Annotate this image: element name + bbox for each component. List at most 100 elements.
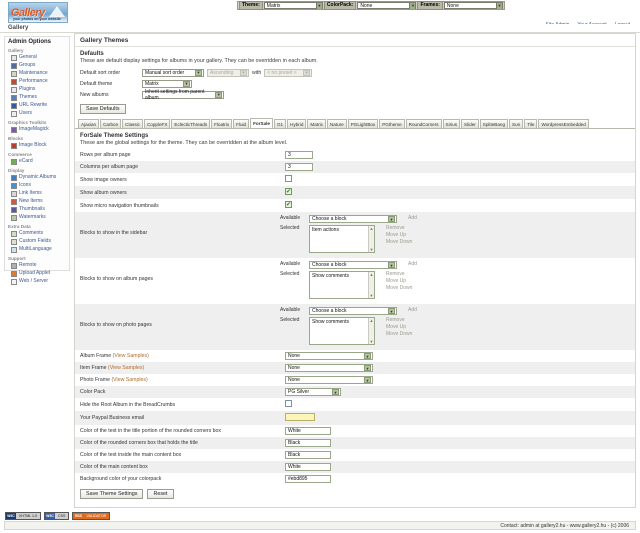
- validator-badge[interactable]: RSS VALIDATOR: [72, 512, 111, 520]
- scroll-down-icon[interactable]: ▼: [369, 339, 374, 344]
- sidebar-item-performance[interactable]: Performance: [11, 78, 66, 85]
- color-input[interactable]: Black: [285, 451, 331, 459]
- sidebar-item-groups[interactable]: Groups: [11, 62, 66, 69]
- reset-button[interactable]: Reset: [147, 489, 174, 499]
- sidebar-item-thumbnails[interactable]: Thumbnails: [11, 206, 66, 213]
- selected-blocks-listbox[interactable]: Show comments ▲ ▼: [309, 271, 375, 299]
- remove-button[interactable]: Remove: [386, 225, 405, 231]
- sidebar-item-comments[interactable]: Comments: [11, 230, 66, 237]
- tab-sirius[interactable]: Sirius: [442, 119, 461, 128]
- number-input[interactable]: 3: [285, 163, 313, 171]
- checkbox[interactable]: [285, 175, 292, 182]
- tab-carbon[interactable]: Carbon: [100, 119, 122, 128]
- breadcrumb[interactable]: Gallery: [8, 25, 29, 31]
- tab-splitebang[interactable]: SpliteBang: [479, 119, 509, 128]
- move-down-button[interactable]: Move Down: [386, 331, 413, 337]
- view-samples-link[interactable]: (View Samples): [111, 377, 148, 383]
- selected-blocks-listbox[interactable]: Item actions ▲ ▼: [309, 225, 375, 253]
- sidebar-item-link-items[interactable]: Link Items: [11, 190, 66, 197]
- tab-matrix[interactable]: Matrix: [307, 119, 326, 128]
- add-block-button[interactable]: Add: [408, 261, 417, 267]
- sidebar-item-remote[interactable]: Remote: [11, 262, 66, 269]
- tab-pgtheme[interactable]: PGtheme: [379, 119, 405, 128]
- tab-forsale[interactable]: ForSale: [250, 118, 273, 128]
- tab-sun[interactable]: Sun: [509, 119, 524, 128]
- scroll-up-icon[interactable]: ▲: [369, 272, 374, 277]
- frame-select[interactable]: None ▼: [285, 376, 373, 384]
- move-up-button[interactable]: Move Up: [386, 278, 407, 284]
- sidebar-item-image-block[interactable]: Image Block: [11, 142, 66, 149]
- tab-pglightbox[interactable]: PGLightBox: [347, 119, 379, 128]
- scroll-down-icon[interactable]: ▼: [369, 247, 374, 252]
- sidebar-item-upload-applet[interactable]: Upload Applet: [11, 270, 66, 277]
- tab-wordpressembedded[interactable]: WordpressEmbedded: [538, 119, 589, 128]
- sidebar-item-users[interactable]: Users: [11, 110, 66, 117]
- sidebar-item-icons[interactable]: Icons: [11, 182, 66, 189]
- selected-blocks-item[interactable]: Show comments: [312, 273, 349, 279]
- color-input[interactable]: White: [285, 463, 331, 471]
- save-defaults-button[interactable]: Save Defaults: [80, 104, 126, 114]
- sidebar-item-general[interactable]: General: [11, 54, 66, 61]
- tab-nature[interactable]: Nature: [326, 119, 347, 128]
- selected-blocks-listbox[interactable]: Show comments ▲ ▼: [309, 317, 375, 345]
- sidebar-item-imagemagick[interactable]: ImageMagick: [11, 126, 66, 133]
- remove-button[interactable]: Remove: [386, 317, 405, 323]
- sidebar-item-dynamic-albums[interactable]: Dynamic Albums: [11, 174, 66, 181]
- remove-button[interactable]: Remove: [386, 271, 405, 277]
- scrollbar[interactable]: ▲ ▼: [368, 318, 374, 344]
- preset-select[interactable]: < no preset > ▼: [264, 68, 313, 77]
- default-sort-order-select[interactable]: Manual sort order ▼: [142, 68, 204, 77]
- view-samples-link[interactable]: (View Samples): [107, 365, 145, 371]
- new-albums-select[interactable]: Inherit settings from parent album ▼: [142, 89, 224, 101]
- theme-switcher-select[interactable]: Matrix ▼: [263, 2, 323, 9]
- selected-blocks-item[interactable]: Show comments: [312, 319, 349, 325]
- available-blocks-select[interactable]: Choose a block ▼: [309, 261, 397, 269]
- sidebar-item-multilanguage[interactable]: MultiLanguage: [11, 246, 66, 253]
- tab-slider[interactable]: Slider: [461, 119, 479, 128]
- scrollbar[interactable]: ▲ ▼: [368, 226, 374, 252]
- scroll-down-icon[interactable]: ▼: [369, 293, 374, 298]
- tab-ajaxian[interactable]: Ajaxian: [78, 119, 100, 128]
- scroll-up-icon[interactable]: ▲: [369, 226, 374, 231]
- tab-roundcorners[interactable]: RoundCorners: [405, 119, 442, 128]
- gallery-logo[interactable]: Gallery your photos on your website: [8, 2, 68, 23]
- move-down-button[interactable]: Move Down: [386, 285, 413, 291]
- paypal-email-input[interactable]: [285, 413, 315, 421]
- tab-classic[interactable]: Classic: [122, 119, 143, 128]
- tab-copplefx[interactable]: CoppleFX: [143, 119, 171, 128]
- color-input[interactable]: White: [285, 427, 331, 435]
- tab-tile[interactable]: Tile: [524, 119, 538, 128]
- colorpack-select[interactable]: PG Silver ▼: [285, 388, 341, 396]
- sidebar-item-watermarks[interactable]: Watermarks: [11, 214, 66, 221]
- validator-badge[interactable]: W3C CSS: [44, 512, 70, 520]
- sidebar-item-plugins[interactable]: Plugins: [11, 86, 66, 93]
- tab-eclecticthreads[interactable]: EclecticThreads: [171, 119, 211, 128]
- add-block-button[interactable]: Add: [408, 215, 417, 221]
- move-up-button[interactable]: Move Up: [386, 232, 407, 238]
- sidebar-item-web-server[interactable]: Web / Server: [11, 278, 66, 285]
- sidebar-item-ecard[interactable]: eCard: [11, 158, 66, 165]
- number-input[interactable]: 3: [285, 151, 313, 159]
- tab-g1[interactable]: G1: [273, 119, 287, 128]
- tab-fluid[interactable]: Fluid: [233, 119, 250, 128]
- add-block-button[interactable]: Add: [408, 307, 417, 313]
- save-theme-settings-button[interactable]: Save Theme Settings: [80, 489, 144, 499]
- scroll-up-icon[interactable]: ▲: [369, 318, 374, 323]
- available-blocks-select[interactable]: Choose a block ▼: [309, 307, 397, 315]
- sidebar-item-custom-fields[interactable]: Custom Fields: [11, 238, 66, 245]
- colorpack-switcher-select[interactable]: None ▼: [357, 2, 417, 9]
- selected-blocks-item[interactable]: Item actions: [312, 227, 339, 233]
- tab-hybrid[interactable]: Hybrid: [287, 119, 307, 128]
- sort-direction-select[interactable]: Ascending ▼: [207, 68, 249, 77]
- default-theme-select[interactable]: Matrix ▼: [142, 79, 192, 88]
- available-blocks-select[interactable]: Choose a block ▼: [309, 215, 397, 223]
- checkbox[interactable]: [285, 188, 292, 196]
- validator-badge[interactable]: W3C XHTML 1.0: [5, 512, 42, 520]
- color-input[interactable]: Black: [285, 439, 331, 447]
- sidebar-item-themes[interactable]: Themes: [11, 94, 66, 101]
- scrollbar[interactable]: ▲ ▼: [368, 272, 374, 298]
- tab-floatrix[interactable]: Floatrix: [211, 119, 233, 128]
- sidebar-item-url-rewrite[interactable]: URL Rewrite: [11, 102, 66, 109]
- hide-root-album-checkbox[interactable]: [285, 400, 292, 407]
- color-input[interactable]: #ebd895: [285, 475, 331, 483]
